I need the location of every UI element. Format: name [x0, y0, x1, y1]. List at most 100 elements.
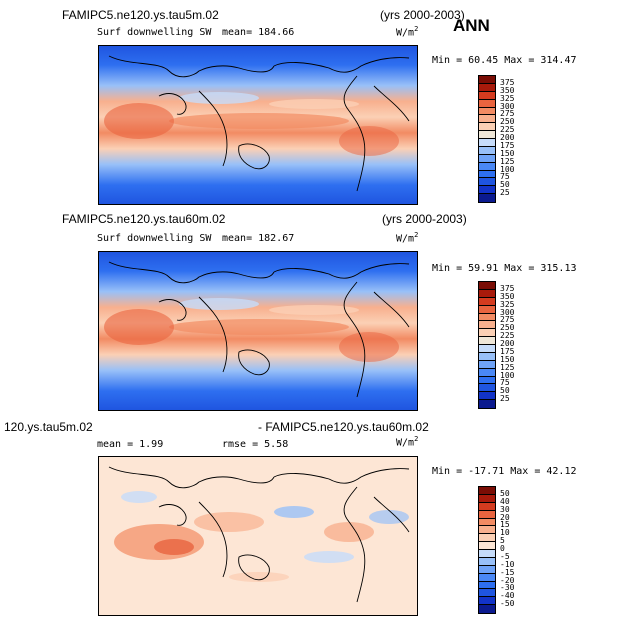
colorbar-tick-label: -40 [500, 591, 515, 601]
colorbar-tick-label: 15 [500, 520, 510, 530]
colorbar-tick-label: 100 [500, 370, 515, 380]
panel3-case-left: 120.ys.tau5m.02 [4, 420, 93, 434]
colorbar-tick-label: 125 [500, 156, 515, 166]
colorbar-tick-label: 50 [500, 488, 510, 498]
colorbar-tick-label: 275 [500, 109, 515, 119]
colorbar-tick-label: 375 [500, 77, 515, 87]
colorbar-swatch [479, 282, 495, 290]
colorbar-swatch [479, 83, 495, 92]
colorbar-tick-label: 350 [500, 291, 515, 301]
colorbar-swatch [479, 305, 495, 314]
colorbar-tick-label: 300 [500, 307, 515, 317]
colorbar-tick-label: 75 [500, 172, 510, 182]
panel1-map [98, 45, 418, 205]
panel1-minmax: Min = 60.45 Max = 314.47 [432, 55, 577, 66]
colorbar-tick-label: 300 [500, 101, 515, 111]
panel1-variable: Surf downwelling SW [97, 27, 212, 38]
colorbar-tick-label: 5 [500, 536, 505, 546]
colorbar-tick-label: 325 [500, 299, 515, 309]
season-label: ANN [453, 16, 490, 35]
colorbar-swatch [479, 557, 495, 566]
panel1-map-field [99, 46, 417, 204]
colorbar-swatch [479, 573, 495, 582]
panel1-colorbar [478, 75, 496, 203]
panel3-mean: mean = 1.99 [97, 439, 164, 450]
colorbar-swatch [479, 146, 495, 155]
colorbar-swatch [479, 115, 495, 124]
colorbar-swatch [479, 376, 495, 385]
colorbar-swatch [479, 313, 495, 322]
colorbar-swatch [479, 542, 495, 550]
colorbar-swatch [479, 178, 495, 187]
panel2-minmax: Min = 59.91 Max = 315.13 [432, 263, 577, 274]
colorbar-swatch [479, 139, 495, 147]
colorbar-swatch [479, 384, 495, 393]
panel2-units: W/m2 [396, 231, 419, 245]
colorbar-tick-label: 50 [500, 180, 510, 190]
colorbar-swatch [479, 76, 495, 84]
panel3-minmax: Min = -17.71 Max = 42.12 [432, 466, 577, 477]
colorbar-tick-label: 25 [500, 394, 510, 404]
colorbar-swatch [479, 494, 495, 503]
panel1-units: W/m2 [396, 25, 419, 39]
panel1-case-title: FAMIPC5.ne120.ys.tau5m.02 [62, 8, 219, 22]
colorbar-tick-label: 0 [500, 544, 505, 553]
panel1-mean: mean= 184.66 [222, 27, 295, 38]
colorbar-swatch [479, 487, 495, 495]
colorbar-tick-label: 150 [500, 148, 515, 158]
panel3-rmse: rmse = 5.58 [222, 439, 289, 450]
colorbar-tick-label: 350 [500, 85, 515, 95]
colorbar-tick-label: -10 [500, 559, 515, 569]
colorbar-swatch [479, 186, 495, 195]
colorbar-tick-label: 175 [500, 140, 515, 150]
colorbar-swatch [479, 289, 495, 298]
panel2-map-field [99, 252, 417, 410]
colorbar-swatch [479, 170, 495, 179]
panel2-years: (yrs 2000-2003) [382, 212, 467, 226]
colorbar-swatch [479, 352, 495, 361]
panel3-colorbar [478, 486, 496, 614]
panel3-map [98, 456, 418, 616]
colorbar-tick-label: -5 [500, 551, 510, 561]
panel2-case-title: FAMIPC5.ne120.ys.tau60m.02 [62, 212, 226, 226]
colorbar-tick-label: 275 [500, 315, 515, 325]
colorbar-tick-label: -50 [500, 599, 515, 609]
colorbar-tick-label: 200 [500, 339, 515, 348]
colorbar-swatch [479, 99, 495, 108]
colorbar-tick-label: 175 [500, 346, 515, 356]
colorbar-swatch [479, 91, 495, 100]
colorbar-swatch [479, 297, 495, 306]
colorbar-swatch [479, 526, 495, 535]
colorbar-tick-label: 40 [500, 496, 510, 506]
colorbar-swatch [479, 368, 495, 377]
colorbar-swatch [479, 345, 495, 353]
colorbar-swatch [479, 597, 495, 606]
colorbar-tick-label: 30 [500, 504, 510, 514]
panel1-years: (yrs 2000-2003) [380, 8, 465, 22]
colorbar-tick-label: -15 [500, 567, 515, 577]
colorbar-swatch [479, 329, 495, 338]
colorbar-swatch [479, 194, 495, 202]
colorbar-tick-label: 200 [500, 133, 515, 142]
colorbar-swatch [479, 534, 495, 543]
colorbar-swatch [479, 360, 495, 369]
colorbar-tick-label: 25 [500, 188, 510, 198]
colorbar-tick-label: 100 [500, 164, 515, 174]
panel3-map-field [99, 457, 417, 615]
colorbar-swatch [479, 502, 495, 511]
colorbar-swatch [479, 107, 495, 116]
colorbar-tick-label: 375 [500, 283, 515, 293]
colorbar-swatch [479, 565, 495, 574]
colorbar-tick-label: 250 [500, 323, 515, 333]
colorbar-tick-label: 50 [500, 386, 510, 396]
colorbar-swatch [479, 518, 495, 527]
colorbar-tick-label: 250 [500, 117, 515, 127]
colorbar-swatch [479, 123, 495, 132]
colorbar-swatch [479, 392, 495, 401]
colorbar-tick-label: 20 [500, 512, 510, 522]
colorbar-swatch [479, 321, 495, 330]
colorbar-swatch [479, 162, 495, 171]
colorbar-swatch [479, 154, 495, 163]
colorbar-swatch [479, 131, 495, 139]
colorbar-tick-label: 75 [500, 378, 510, 388]
